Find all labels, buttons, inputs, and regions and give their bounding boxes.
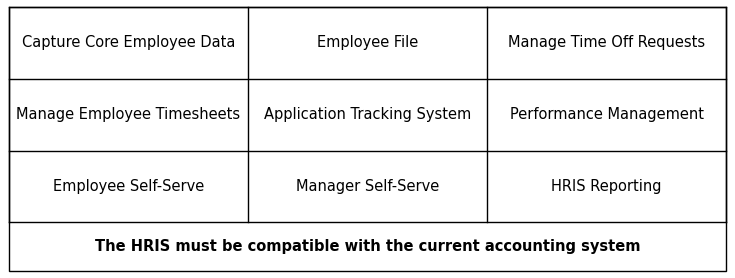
Text: Performance Management: Performance Management (509, 107, 703, 122)
Text: Capture Core Employee Data: Capture Core Employee Data (22, 35, 235, 50)
Text: The HRIS must be compatible with the current accounting system: The HRIS must be compatible with the cur… (95, 239, 640, 254)
Text: Employee File: Employee File (317, 35, 418, 50)
Text: Manager Self-Serve: Manager Self-Serve (296, 179, 439, 194)
Text: Manage Time Off Requests: Manage Time Off Requests (508, 35, 705, 50)
Text: Application Tracking System: Application Tracking System (264, 107, 471, 122)
Text: Manage Employee Timesheets: Manage Employee Timesheets (16, 107, 240, 122)
Text: HRIS Reporting: HRIS Reporting (551, 179, 662, 194)
Text: Employee Self-Serve: Employee Self-Serve (53, 179, 204, 194)
